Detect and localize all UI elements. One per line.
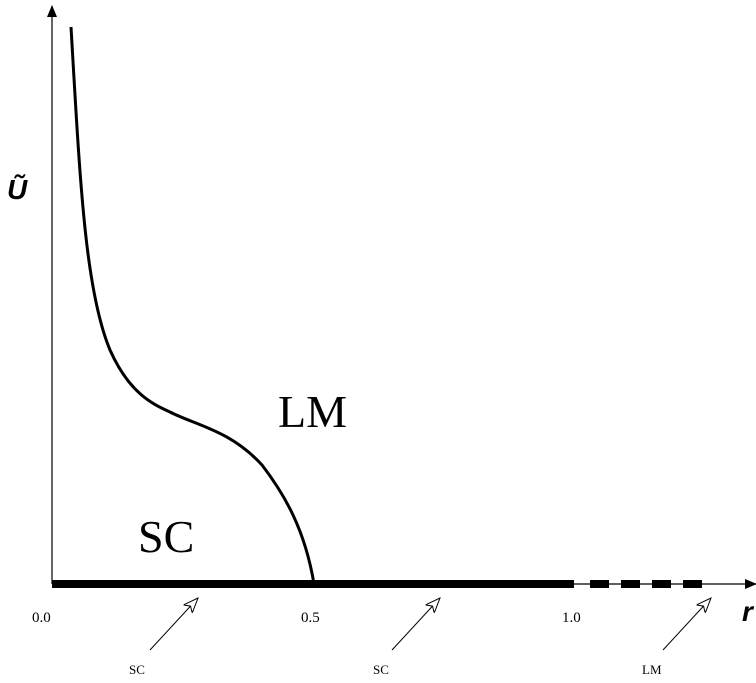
baseline-arrow-sc-1 [149, 598, 198, 651]
baseline-arrow-sc-2 [391, 598, 440, 651]
baseline-arrow-lm [662, 598, 711, 651]
phase-boundary-curve [69, 26, 316, 585]
baseline-label-lm: LM [642, 662, 662, 677]
baseline-label-sc-1: SC [129, 662, 145, 677]
x-tick-label-1: 0.5 [301, 610, 320, 626]
x-tick-label-0: 0.0 [32, 610, 51, 626]
x-axis-title: r [742, 596, 755, 627]
region-label-lm: LM [278, 386, 347, 437]
x-tick-label-2: 1.0 [562, 610, 581, 626]
y-axis-title: Ũ [7, 174, 28, 205]
baseline-label-sc-2: SC [373, 662, 389, 677]
region-label-sc: SC [138, 511, 194, 562]
